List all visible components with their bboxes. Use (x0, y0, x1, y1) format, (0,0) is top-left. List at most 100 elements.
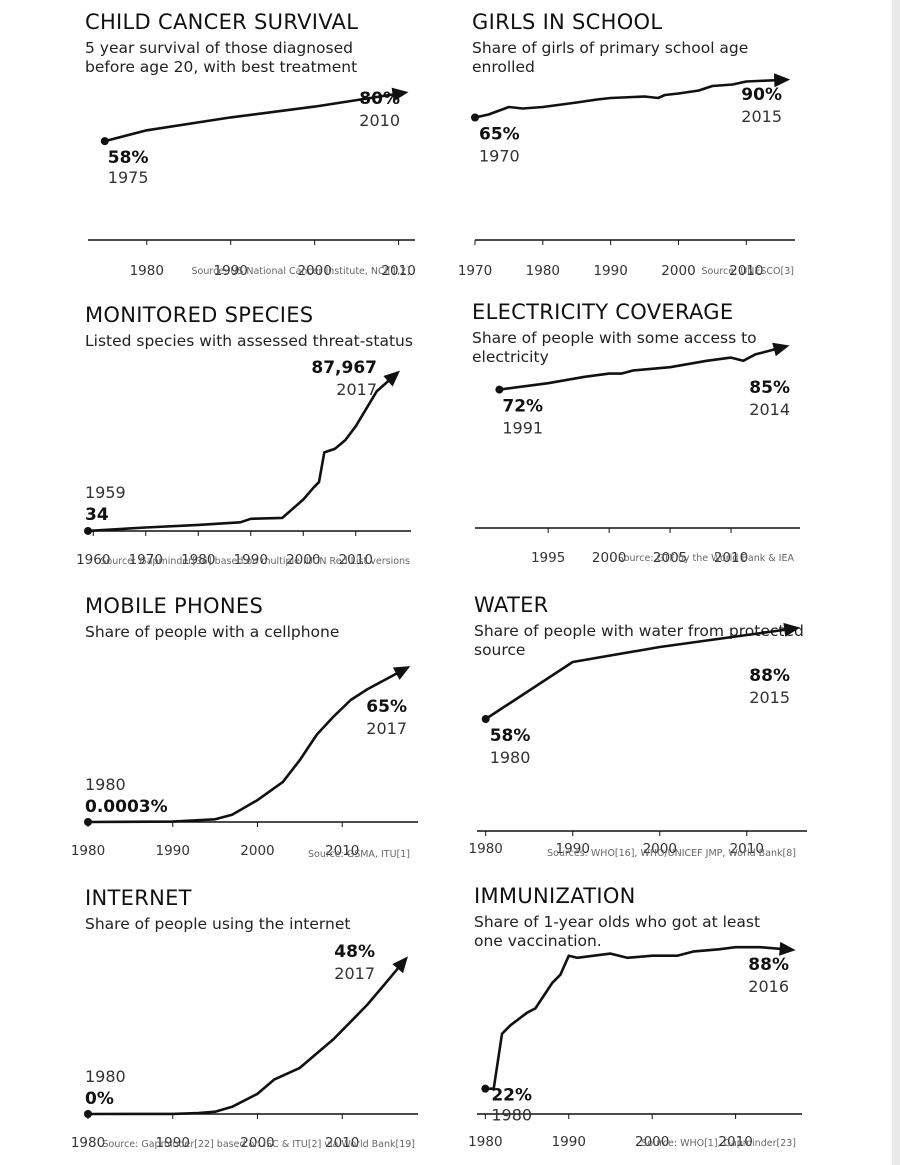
chart-subtitle: Share of people using the internet (85, 915, 351, 933)
chart-subtitle: Share of 1-year olds who got at least on… (474, 913, 761, 950)
x-tick-label: 1980 (71, 843, 105, 859)
chart-panel-child-cancer: CHILD CANCER SURVIVAL 5 year survival of… (85, 10, 425, 280)
end-year-label: 2016 (748, 977, 789, 996)
x-tick-label: 2000 (661, 263, 695, 279)
start-value-label: 0% (85, 1089, 114, 1109)
chart-source: Source: UNESCO[3] (701, 266, 794, 277)
chart-title: CHILD CANCER SURVIVAL (85, 10, 359, 34)
x-tick-label: 1980 (130, 263, 164, 279)
chart-title: GIRLS IN SCHOOL (472, 10, 663, 34)
x-tick-label: 1995 (531, 550, 565, 566)
series-start-point (84, 526, 92, 535)
chart-source: Source: GSMA, ITU[1] (308, 849, 410, 860)
chart-source: Source: GTF by the World Bank & IEA (618, 553, 795, 564)
series-line (484, 945, 787, 1090)
x-tick-label: 1960 (76, 552, 110, 568)
series-end-arrow (779, 941, 796, 956)
end-year-label: 2017 (366, 719, 407, 738)
start-value-label: 22% (491, 1086, 532, 1106)
series-start-point (84, 1110, 92, 1118)
start-year-label: 1970 (479, 147, 520, 166)
start-value-label: 0.0003% (85, 797, 168, 817)
end-value-label: 87,967 (311, 358, 377, 378)
chart-panel-girls-school: GIRLS IN SCHOOL Share of girls of primar… (458, 10, 812, 280)
chart-source: Source: Gapminder[36] based on multiple … (100, 556, 410, 567)
chart-panel-mobile-phones: MOBILE PHONES Share of people with a cel… (71, 594, 425, 864)
series-end-arrow (783, 622, 801, 637)
x-tick-label: 1990 (156, 1135, 190, 1151)
end-year-label: 2017 (336, 380, 377, 399)
chart-subtitle: 5 year survival of those diagnosed befor… (85, 39, 358, 76)
chart-source: Source: Gapminder[22] based on ISC & ITU… (103, 1139, 415, 1150)
end-value-label: 48% (334, 942, 375, 962)
chart-source: Source: US National Cancer Institute, NC… (192, 266, 410, 277)
x-tick-label: 1990 (556, 841, 590, 857)
start-year-label: 1980 (85, 775, 126, 794)
x-tick-label: 2010 (339, 552, 373, 568)
series-line (86, 962, 403, 1116)
start-year-label: 1975 (108, 168, 149, 187)
start-value-label: 65% (479, 125, 520, 145)
x-tick-label: 1980 (468, 1134, 502, 1150)
chart-subtitle: Share of people with water from protecte… (474, 622, 804, 659)
chart-subtitle: Share of people with some access to elec… (472, 329, 757, 366)
end-year-label: 2015 (741, 107, 782, 126)
start-year-label: 1959 (85, 483, 126, 502)
x-tick-label: 2000 (635, 1134, 669, 1150)
start-year-label: 1980 (491, 1106, 532, 1125)
x-tick-label: 1990 (593, 263, 627, 279)
chart-subtitle: Share of people with a cellphone (85, 623, 340, 641)
series-start-point (84, 817, 92, 826)
series-line (484, 627, 792, 721)
end-value-label: 80% (359, 89, 400, 109)
series-end-arrow (392, 666, 411, 680)
chart-source: Source: WHO[1], Gapminder[23] (641, 1138, 796, 1149)
x-tick-label: 2010 (718, 1134, 752, 1150)
series-end-arrow (391, 87, 409, 102)
x-tick-label: 2000 (240, 843, 274, 859)
series-line (103, 92, 400, 143)
x-tick-label: 1970 (458, 263, 492, 279)
series-start-point (495, 385, 504, 394)
series-line (498, 346, 782, 391)
x-tick-label: 2000 (286, 552, 320, 568)
end-value-label: 90% (741, 85, 782, 105)
chart-panel-electricity: ELECTRICITY COVERAGE Share of people wit… (472, 300, 812, 570)
x-tick-label: 2010 (729, 263, 763, 279)
series-line (473, 78, 782, 119)
x-tick-label: 1990 (214, 263, 248, 279)
x-tick-label: 1980 (469, 841, 503, 857)
x-tick-label: 2010 (714, 550, 748, 566)
x-tick-label: 2010 (325, 1135, 359, 1151)
end-year-label: 2017 (334, 964, 375, 983)
chart-panel-immunization: IMMUNIZATION Share of 1-year olds who go… (468, 884, 814, 1154)
chart-title: ELECTRICITY COVERAGE (472, 300, 734, 324)
series-end-arrow (383, 370, 400, 387)
x-tick-label: 2010 (730, 841, 764, 857)
start-value-label: 58% (108, 148, 149, 168)
chart-title: MONITORED SPECIES (85, 303, 314, 327)
x-tick-label: 2010 (325, 843, 359, 859)
x-tick-label: 2000 (592, 550, 626, 566)
chart-title: IMMUNIZATION (474, 884, 636, 908)
start-year-label: 1991 (502, 419, 543, 438)
end-value-label: 88% (749, 666, 790, 686)
end-value-label: 88% (748, 955, 789, 975)
x-tick-label: 1990 (156, 843, 190, 859)
series-line (86, 376, 394, 533)
chart-panel-water: WATER Share of people with water from pr… (469, 593, 814, 863)
start-value-label: 34 (85, 505, 109, 525)
x-tick-label: 1980 (181, 552, 215, 568)
series-end-arrow (773, 73, 791, 88)
x-tick-label: 2010 (381, 263, 415, 279)
start-value-label: 72% (502, 397, 543, 417)
end-year-label: 2015 (749, 688, 790, 707)
series-start-point (471, 113, 479, 122)
chart-title: MOBILE PHONES (85, 594, 264, 618)
chart-source: Sources: WHO[16], WHO/UNICEF JMP, World … (547, 848, 796, 859)
